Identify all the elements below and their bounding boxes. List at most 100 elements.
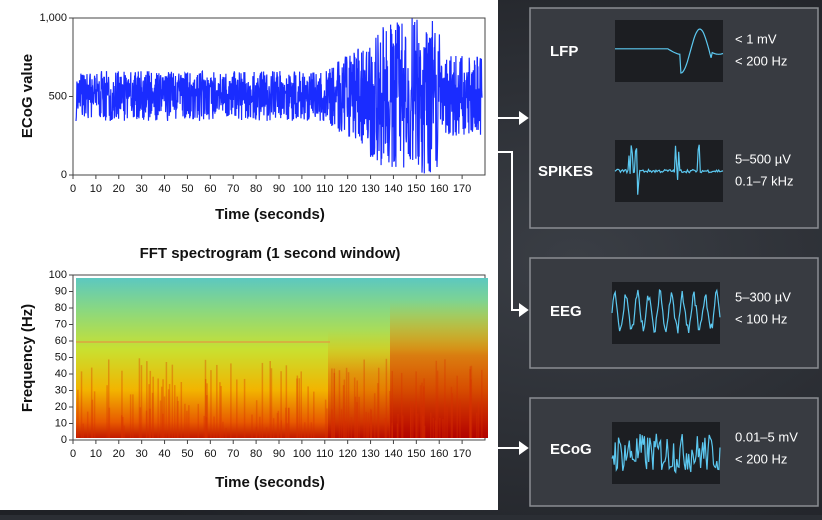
spectrogram-streak — [270, 368, 273, 438]
spectrogram-streak — [412, 401, 414, 438]
spectrogram-streak — [107, 359, 110, 438]
spectrogram-streak — [148, 384, 150, 438]
x-tick-label: 50 — [181, 448, 193, 460]
spectrogram-streak — [421, 406, 423, 438]
y-tick-label: 30 — [55, 384, 67, 396]
x-tick-label: 0 — [70, 448, 76, 460]
spectrogram-streak — [145, 410, 148, 438]
x-tick-label: 90 — [273, 183, 285, 195]
spectrogram-streak — [389, 391, 391, 438]
x-tick-label: 130 — [361, 448, 379, 460]
spectrogram-streak — [91, 399, 94, 438]
x-tick-label: 70 — [227, 448, 239, 460]
spectrogram-streak — [377, 383, 379, 438]
spectrogram-streak — [400, 372, 403, 438]
spectrogram-streak — [310, 422, 313, 438]
spectrogram-streak — [205, 417, 208, 438]
spectrogram-streak — [422, 415, 424, 438]
x-tick-label: 140 — [384, 183, 402, 195]
spectrogram-streak — [313, 391, 315, 438]
spectrogram-streak — [120, 415, 123, 438]
spectrogram-streak — [370, 408, 372, 438]
y-tick-label: 70 — [55, 318, 67, 330]
spectrogram-streak — [423, 425, 426, 438]
spectrogram-streak — [80, 371, 83, 438]
spectrogram-streak — [122, 416, 124, 438]
x-tick-label: 140 — [384, 448, 402, 460]
spectrogram-streak — [370, 410, 372, 438]
x-tick-label: 100 — [293, 183, 311, 195]
spectrogram-streak — [123, 425, 125, 438]
spectrogram-streak — [272, 418, 275, 438]
spectrogram-streak — [434, 420, 437, 438]
spectrogram-streak — [354, 396, 357, 438]
spectrogram-streak — [423, 378, 425, 438]
spectrogram-streak — [331, 368, 333, 438]
x-tick-label: 20 — [113, 183, 125, 195]
spectrogram-streak — [344, 421, 347, 438]
signal-label: EEG — [550, 303, 582, 320]
spectrogram-streak — [106, 385, 108, 438]
x-tick-label: 110 — [316, 448, 334, 460]
y-tick-label: 1,000 — [39, 12, 67, 24]
spectrogram-streak — [356, 402, 358, 438]
spectrogram-streak — [213, 416, 215, 438]
spectrogram-streak — [129, 394, 132, 438]
spectrogram-streak — [203, 415, 205, 438]
arrows — [498, 111, 529, 455]
x-tick-label: 50 — [181, 183, 193, 195]
x-tick-label: 170 — [453, 448, 471, 460]
spectrogram-streak — [476, 412, 478, 438]
spectrogram-hot — [390, 300, 488, 438]
spectrogram-streak — [384, 418, 387, 438]
spectrogram-streak — [342, 385, 345, 438]
waveform — [614, 144, 724, 195]
spectrogram-streak — [391, 370, 393, 438]
spectrogram-streak — [410, 401, 412, 438]
spectrogram-streak — [469, 402, 471, 438]
waveform — [611, 433, 721, 474]
signal-panels — [529, 7, 819, 507]
spectrogram-streak — [333, 372, 336, 438]
waveform-box — [615, 20, 723, 82]
spectrogram-streak — [165, 362, 168, 438]
spectrogram-streak — [162, 413, 164, 438]
spectrogram-streak — [151, 392, 154, 438]
spectrogram-streak — [363, 359, 365, 438]
spectrogram-streak — [429, 412, 432, 438]
spectrogram-streak — [459, 399, 461, 438]
spectrogram-streak — [469, 366, 472, 438]
spectrogram-streak — [230, 363, 232, 438]
spectrogram-streak — [331, 409, 333, 438]
signal-label: SPIKES — [538, 163, 593, 180]
spectrogram-streak — [442, 419, 444, 438]
spectrogram-streak — [157, 378, 159, 438]
signal-amplitude: 0.01–5 mV — [735, 429, 798, 444]
spectrogram-streak — [225, 427, 227, 438]
y-tick-label: 100 — [49, 269, 67, 281]
spectrogram-streak — [280, 371, 282, 438]
spectrogram-streak — [276, 412, 279, 438]
spectrogram-streak — [296, 375, 299, 438]
spectrogram-streak — [108, 407, 111, 438]
spectrogram-streak — [415, 401, 417, 438]
spectrogram-streak — [373, 393, 376, 438]
spectrogram-streak — [255, 426, 258, 438]
y-tick-label: 80 — [55, 302, 67, 314]
spectrogram-streak — [340, 409, 343, 438]
x-tick-label: 90 — [273, 448, 285, 460]
y-tick-label: 50 — [55, 351, 67, 363]
spectrogram-streak — [446, 406, 448, 438]
spectrogram-streak — [287, 407, 290, 438]
spectrogram-streak — [206, 395, 208, 438]
x-tick-label: 30 — [136, 183, 148, 195]
spectrogram-streak — [333, 368, 336, 438]
spectrogram-streak — [149, 370, 152, 438]
y-axis-label: Frequency (Hz) — [19, 304, 36, 412]
spectrogram-streak — [410, 407, 412, 438]
x-tick-label: 70 — [227, 183, 239, 195]
x-tick-label: 80 — [250, 448, 262, 460]
spectrogram-streak — [332, 421, 334, 438]
x-tick-label: 80 — [250, 183, 262, 195]
